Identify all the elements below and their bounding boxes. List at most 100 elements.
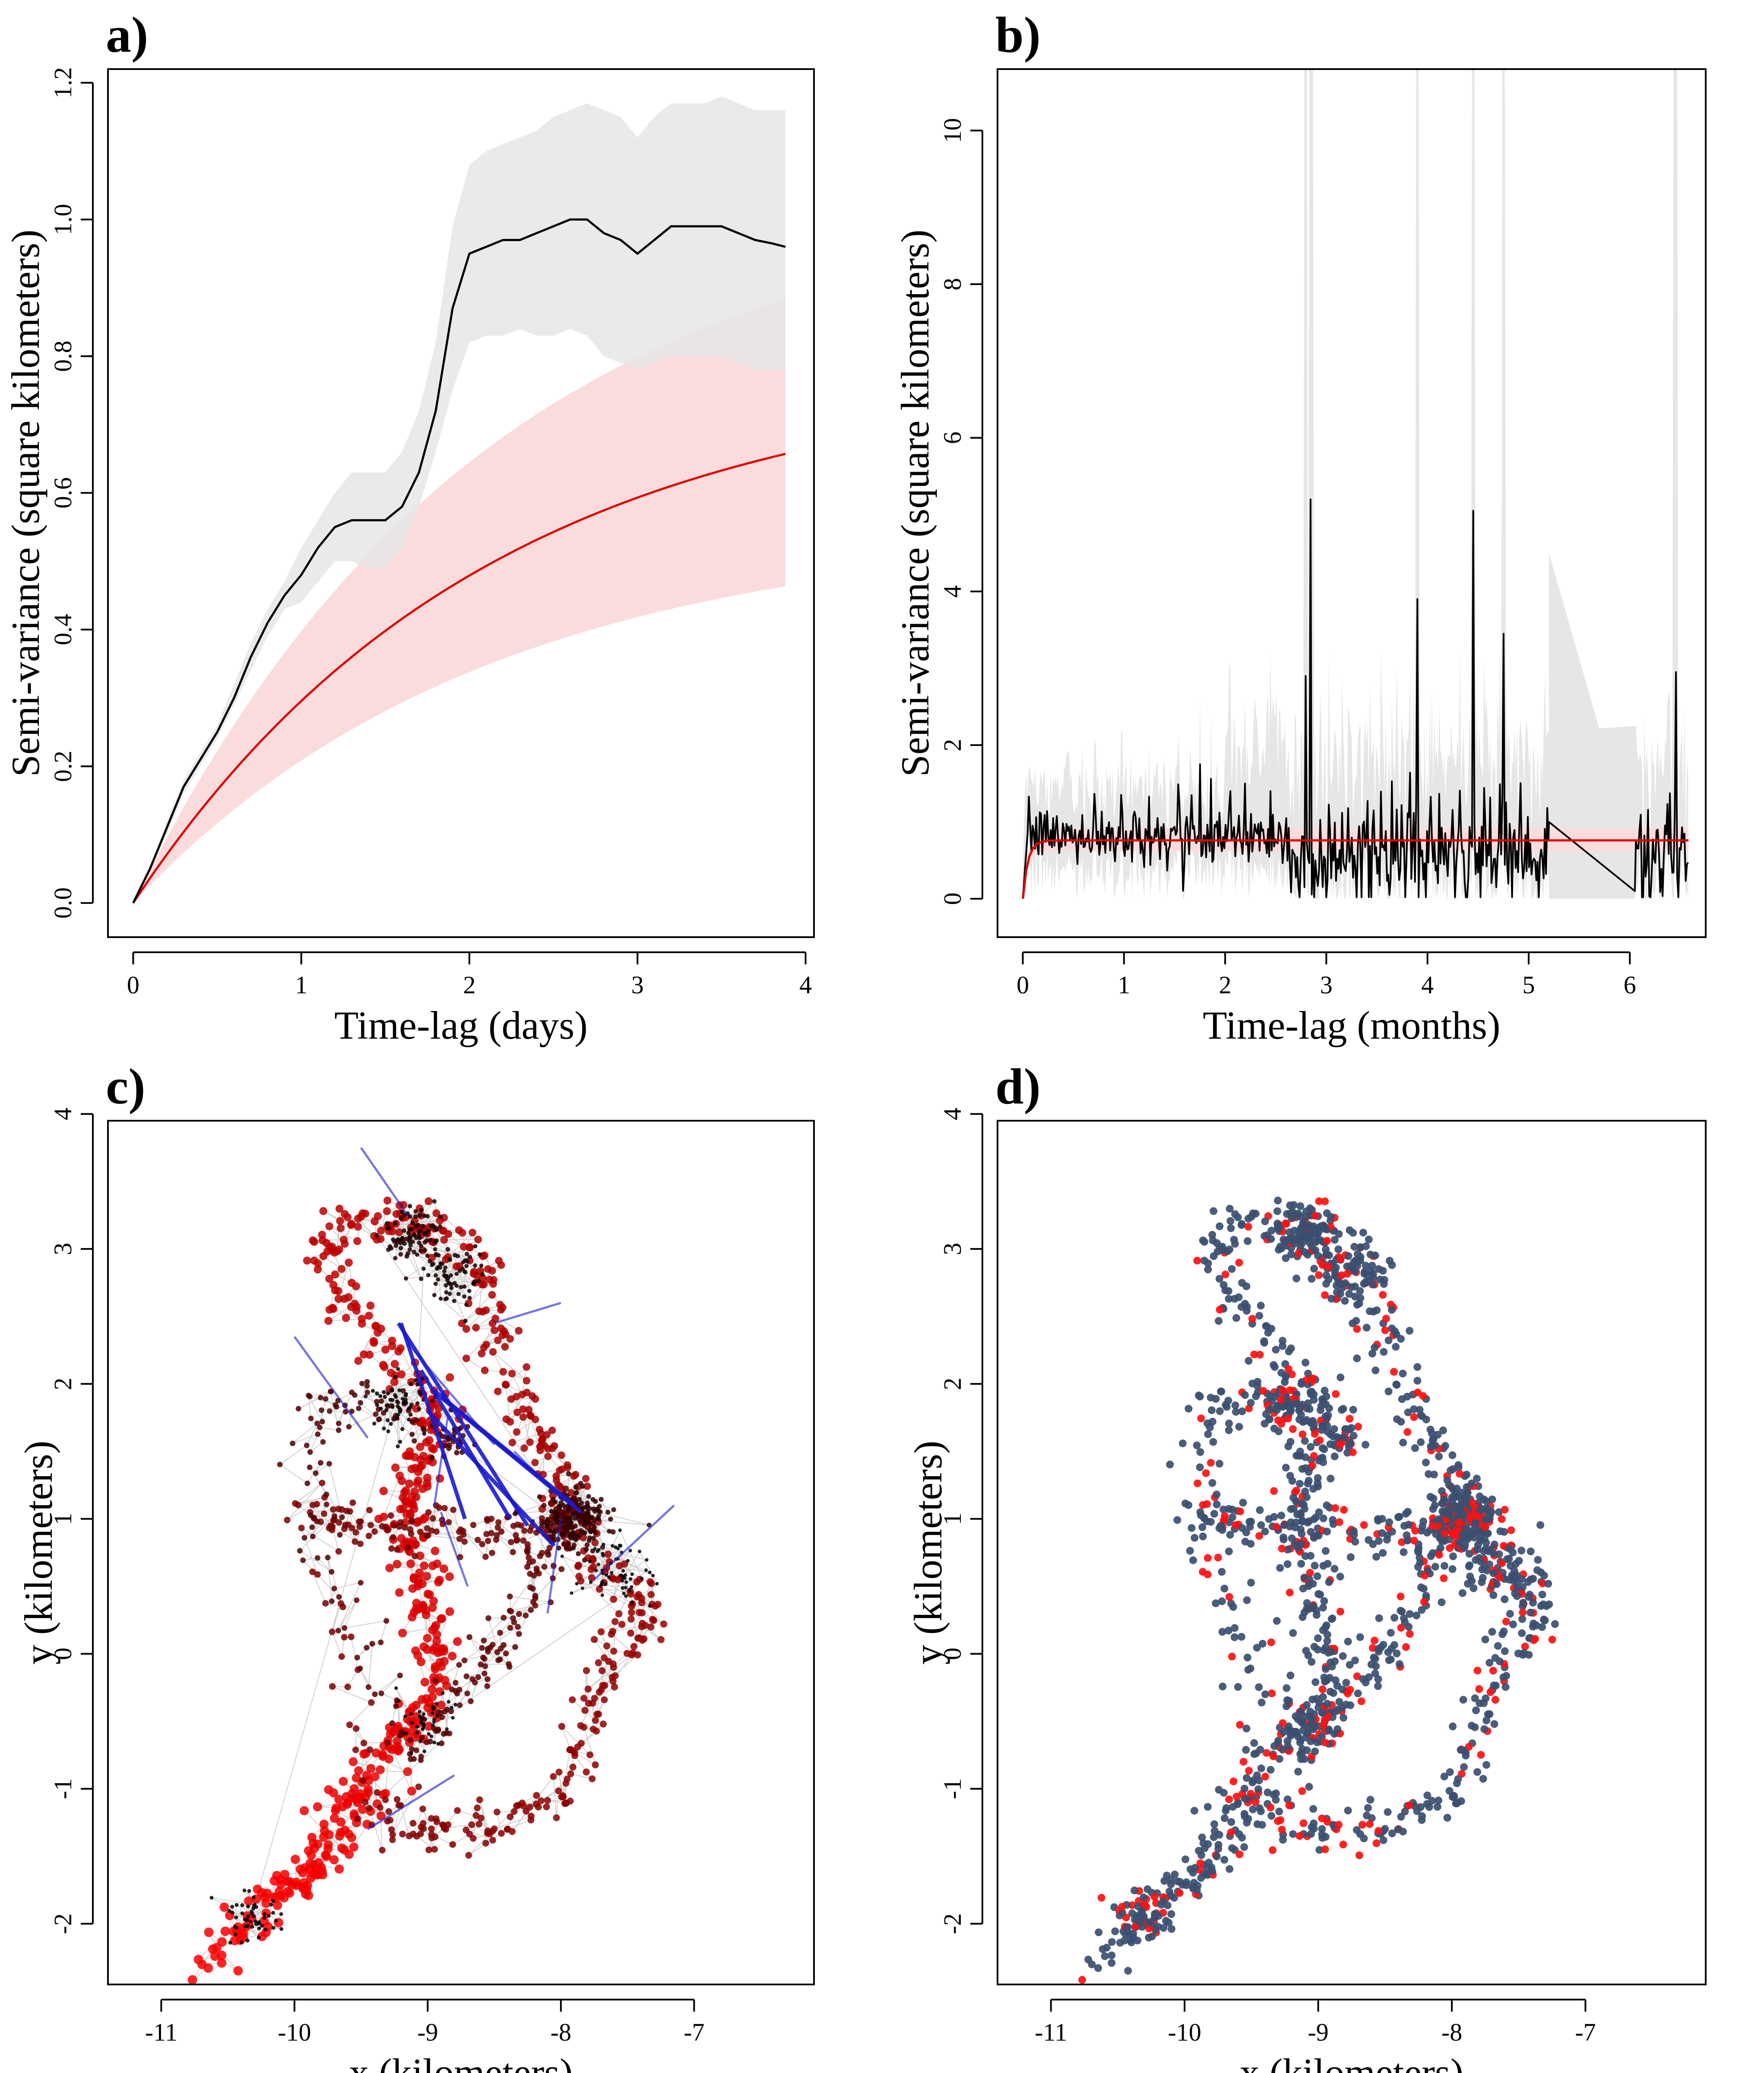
location-point: [1282, 1373, 1290, 1381]
location-point: [1224, 1287, 1232, 1295]
location-point: [440, 1731, 447, 1737]
location-point: [1431, 1501, 1439, 1509]
outlier-link: [360, 1147, 409, 1216]
location-point: [1385, 1656, 1393, 1664]
location-point: [1256, 1746, 1264, 1754]
location-point: [1227, 1828, 1235, 1836]
location-point: [556, 1467, 564, 1474]
location-point: [1418, 1606, 1426, 1614]
location-point: [1162, 1917, 1170, 1925]
location-point: [1308, 1696, 1317, 1704]
location-point: [1551, 1620, 1559, 1628]
location-point: [1365, 1820, 1374, 1828]
y-axis-label: y (kilometers): [16, 1441, 60, 1665]
location-point: [1440, 1508, 1448, 1516]
location-point: [475, 1674, 481, 1680]
location-point: [319, 1207, 327, 1215]
location-point: [1369, 1270, 1377, 1278]
location-point: [603, 1642, 611, 1650]
location-point: [1243, 1303, 1251, 1311]
y-tick-label: 3: [49, 1243, 77, 1255]
location-point: [1263, 1231, 1271, 1239]
location-point: [516, 1611, 522, 1617]
location-point: [610, 1529, 616, 1535]
location-point: [1291, 1523, 1299, 1531]
location-point: [647, 1623, 655, 1631]
location-point: [570, 1591, 573, 1595]
location-point: [436, 1504, 443, 1511]
location-point: [433, 1559, 442, 1568]
location-point: [1365, 1236, 1373, 1243]
location-point: [247, 1889, 251, 1893]
location-point: [1218, 1568, 1226, 1576]
location-point: [416, 1442, 424, 1451]
location-point: [386, 1226, 391, 1230]
location-point: [1323, 1528, 1331, 1536]
location-point: [322, 1852, 331, 1861]
location-point: [1279, 1337, 1287, 1345]
location-point: [393, 1796, 401, 1803]
location-point: [423, 1703, 433, 1712]
location-point: [279, 1927, 284, 1931]
location-point: [627, 1590, 635, 1598]
location-point: [1359, 1675, 1367, 1683]
location-point: [1228, 1265, 1236, 1273]
location-point: [407, 1786, 416, 1796]
x-tick-label: 1: [295, 971, 307, 999]
location-point: [240, 1903, 244, 1907]
location-point: [1372, 1839, 1381, 1847]
location-point: [1399, 1369, 1407, 1378]
location-point: [1418, 1412, 1426, 1420]
location-point: [1422, 1458, 1430, 1467]
location-point: [397, 1699, 401, 1703]
location-point: [1490, 1540, 1498, 1549]
location-point: [1322, 1677, 1330, 1685]
location-point: [374, 1399, 380, 1404]
location-point: [1218, 1597, 1226, 1605]
location-point: [569, 1763, 576, 1771]
location-point: [425, 1532, 431, 1539]
location-point: [329, 1683, 336, 1690]
location-point: [397, 1672, 403, 1679]
location-point: [440, 1657, 449, 1666]
location-point: [551, 1510, 556, 1515]
location-point: [358, 1805, 367, 1814]
location-point: [1416, 1559, 1424, 1567]
location-point: [561, 1503, 566, 1508]
location-point: [1349, 1448, 1357, 1456]
location-point: [1294, 1543, 1302, 1551]
location-point: [337, 1843, 347, 1853]
location-point: [595, 1711, 602, 1718]
location-point: [432, 1718, 436, 1721]
location-point: [257, 1920, 261, 1924]
location-point: [1261, 1217, 1269, 1226]
location-point: [1121, 1930, 1130, 1939]
location-point: [515, 1624, 521, 1630]
location-point: [1228, 1506, 1236, 1514]
location-point: [1250, 1739, 1258, 1747]
location-point: [330, 1517, 337, 1524]
location-point: [408, 1584, 417, 1593]
location-point: [1406, 1327, 1414, 1335]
location-point: [604, 1582, 608, 1586]
location-point: [358, 1209, 367, 1217]
location-point: [372, 1322, 380, 1331]
location-point: [1403, 1428, 1412, 1436]
location-point: [1310, 1265, 1318, 1273]
location-point: [1228, 1513, 1236, 1521]
location-point: [443, 1265, 448, 1270]
location-point: [425, 1253, 430, 1258]
location-point: [428, 1603, 437, 1612]
location-point: [366, 1746, 374, 1753]
location-point: [528, 1607, 534, 1613]
location-point: [342, 1625, 348, 1631]
location-point: [385, 1808, 392, 1815]
location-point: [1309, 1603, 1317, 1611]
location-point: [1350, 1527, 1358, 1535]
location-point: [1475, 1685, 1483, 1693]
location-point: [592, 1761, 599, 1769]
location-point: [243, 1924, 247, 1929]
location-point: [415, 1551, 424, 1560]
location-point: [419, 1642, 428, 1651]
location-point: [608, 1630, 615, 1638]
